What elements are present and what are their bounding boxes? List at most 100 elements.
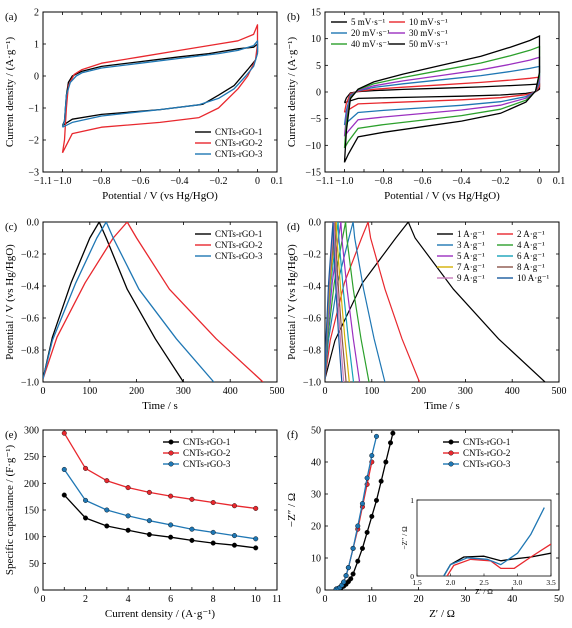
data-point xyxy=(83,515,89,521)
data-point xyxy=(189,537,195,543)
x-tick-label: 20 xyxy=(414,594,424,605)
data-point xyxy=(210,540,216,546)
legend-label: CNTs-rGO-3 xyxy=(215,251,263,261)
series-group xyxy=(333,430,396,590)
data-point xyxy=(189,496,195,502)
legend-label: 7 A·g⁻¹ xyxy=(457,262,485,272)
inset-series-group xyxy=(443,507,551,576)
plot-frame xyxy=(42,221,278,383)
y-tick-label: −0.8 xyxy=(303,346,321,357)
y-axis-label: Specific capacitance / (F·g⁻¹) xyxy=(4,444,16,575)
x-tick-label: 0.1 xyxy=(271,176,284,187)
y-axis-label: Current density / (A·g⁻¹) xyxy=(4,37,16,148)
gcd-curve xyxy=(325,222,421,382)
inset-y-axis-label: −Z″ / Ω xyxy=(400,526,409,550)
data-point xyxy=(146,518,152,524)
plot-frame xyxy=(324,221,560,383)
series-line xyxy=(446,543,551,576)
x-tick-label: 500 xyxy=(552,386,567,397)
legend-label: 50 mV·s⁻¹ xyxy=(409,39,448,49)
data-point xyxy=(350,571,356,577)
x-tick-label: 0 xyxy=(323,386,328,397)
data-point xyxy=(364,475,370,481)
y-tick-label: 2 xyxy=(34,8,39,19)
inset: 1.5 2.0 2.5 3.0 3.5 0 1 Z′ / Ω −Z″ / Ω xyxy=(400,496,556,596)
panel-d: 0 100 200 300 400 500 −1.0 −0.8 −0.6 −0.4 −0.2 0.0 T… xyxy=(286,218,567,413)
data-point xyxy=(364,529,370,535)
legend-label: CNTs-rGO-1 xyxy=(463,437,510,447)
data-point xyxy=(345,565,351,571)
panel-label: (d) xyxy=(287,221,300,233)
data-point xyxy=(146,489,152,495)
y-tick-label: 10 xyxy=(311,34,321,45)
data-point xyxy=(253,545,259,551)
data-point xyxy=(104,478,110,484)
legend-label: 10 A·g⁻¹ xyxy=(517,273,550,283)
y-tick-label: 5 xyxy=(316,61,321,72)
legend-label: CNTs-rGO-1 xyxy=(215,229,262,239)
legend-marker xyxy=(168,450,174,456)
y-tick-label: 0 xyxy=(316,88,321,99)
series-line xyxy=(43,222,264,382)
data-point xyxy=(359,545,365,551)
x-axis-label: Time / s xyxy=(424,400,460,412)
data-point xyxy=(210,500,216,506)
y-tick-label: 200 xyxy=(24,479,39,490)
y-tick-label: 250 xyxy=(24,452,39,463)
legend-label: CNTs-rGO-2 xyxy=(215,240,262,250)
legend-label: 5 mV·s⁻¹ xyxy=(351,17,386,27)
legend-label: 5 A·g⁻¹ xyxy=(457,251,485,261)
data-point xyxy=(388,440,394,446)
panel-label: (b) xyxy=(287,11,300,23)
x-axis-label: Time / s xyxy=(142,400,178,412)
y-axis-label: Potential / V (vs Hg/HgO) xyxy=(4,244,16,360)
legend-label: CNTs-rGO-1 xyxy=(183,437,230,447)
x-tick-label: 6 xyxy=(168,594,173,605)
y-tick-label: −1.0 xyxy=(21,378,39,389)
legend-label: 10 mV·s⁻¹ xyxy=(409,17,448,27)
x-tick-label: 200 xyxy=(129,386,144,397)
data-point xyxy=(104,523,110,529)
data-point xyxy=(359,501,365,507)
cv-curve xyxy=(343,34,541,163)
data-point xyxy=(373,497,379,503)
x-tick-label: 0.1 xyxy=(553,176,566,187)
legend-label: CNTs-rGO-2 xyxy=(183,448,230,458)
x-tick-label: 100 xyxy=(82,386,97,397)
gcd-curve xyxy=(325,222,370,382)
x-tick-label: −1.0 xyxy=(53,176,71,187)
legend-label: 20 mV·s⁻¹ xyxy=(351,28,390,38)
data-point xyxy=(355,558,361,564)
panel-e: 0 2 4 6 8 10 11 0 50 100 150 200 250 300 Current densi… xyxy=(4,426,282,621)
series-line xyxy=(61,43,259,127)
panel-c: 0 100 200 300 400 500 −1.0 −0.8 −0.6 −0.4 −0.2 0.0 T… xyxy=(4,218,285,413)
data-point xyxy=(348,576,354,582)
x-tick-label: 100 xyxy=(364,386,379,397)
legend-marker xyxy=(448,461,454,467)
y-tick-label: 0 xyxy=(34,586,39,597)
data-point xyxy=(125,485,131,491)
series-line xyxy=(63,469,256,540)
y-tick-label: −1 xyxy=(28,104,39,115)
data-point xyxy=(104,507,110,513)
x-tick-label: 200 xyxy=(411,386,426,397)
x-tick-label: 0 xyxy=(41,594,46,605)
y-tick-label: −0.2 xyxy=(21,250,39,261)
y-tick-label: −0.6 xyxy=(303,314,321,325)
x-tick-label: −0.2 xyxy=(209,176,227,187)
x-tick-label: 0 xyxy=(323,594,328,605)
inset-y-tick-label: 0 xyxy=(410,572,414,581)
data-point xyxy=(125,513,131,519)
legend-label: CNTs-rGO-3 xyxy=(183,459,231,469)
y-axis-label: −Z″ / Ω xyxy=(286,493,298,527)
x-tick-label: −0.6 xyxy=(131,176,149,187)
data-point xyxy=(61,430,67,436)
y-tick-label: 20 xyxy=(311,522,321,533)
x-tick-label: 8 xyxy=(211,594,216,605)
legend-label: 3 A·g⁻¹ xyxy=(457,240,485,250)
x-tick-label: 400 xyxy=(505,386,520,397)
data-point xyxy=(83,497,89,503)
data-point xyxy=(350,545,356,551)
